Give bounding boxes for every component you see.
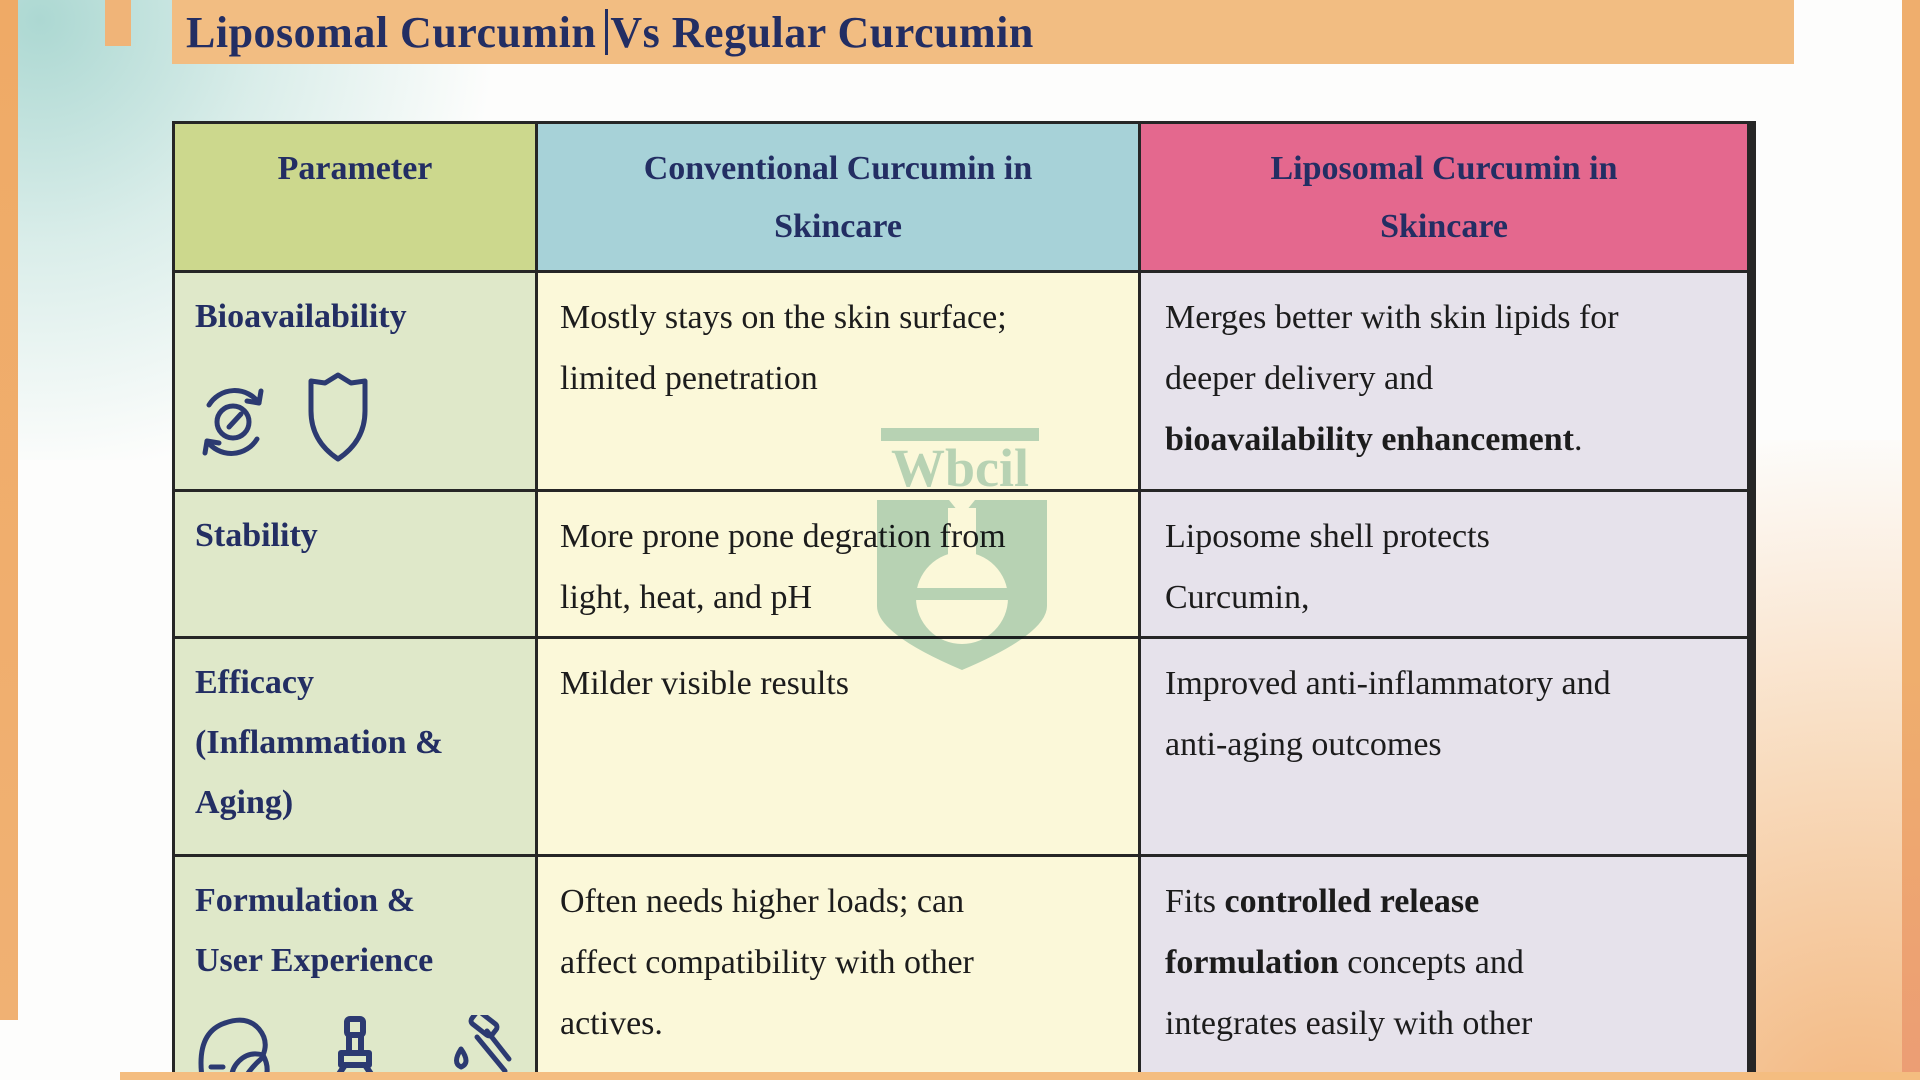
- param-cell-efficacy: Efficacy (Inflammation & Aging): [175, 639, 535, 854]
- cell-text-line: light, heat, and pH: [560, 567, 1124, 628]
- parameter-label: User Experience: [195, 941, 434, 979]
- parameter-label: Efficacy: [195, 664, 314, 701]
- face-leaf-icon: [195, 1015, 287, 1080]
- cell-text-line: bioavailability enhancement.: [1165, 409, 1733, 470]
- liposomal-cell-efficacy: Improved anti-inflammatory and anti-aging…: [1141, 639, 1747, 854]
- bold-text: controlled release: [1224, 883, 1480, 920]
- cell-text-line: limited penetration: [560, 348, 1124, 409]
- parameter-label: Bioavailability: [195, 298, 407, 335]
- cell-text-line: Often needs higher loads; can: [560, 871, 1124, 932]
- cell-text-line: Merges better with skin lipids for: [1165, 287, 1733, 348]
- text: .: [1573, 421, 1583, 459]
- right-orange-strip: [1902, 0, 1920, 1080]
- text: actives.: [560, 1005, 663, 1043]
- param-cell-bioavailability: Bioavailability: [175, 273, 535, 489]
- comparison-table: Parameter Conventional Curcumin in Skincar…: [172, 121, 1756, 1080]
- liposomal-cell-stability: Liposome shell protects Curcumin,: [1141, 492, 1747, 636]
- header-line: Liposomal Curcumin in: [1270, 150, 1618, 187]
- left-orange-strip: [0, 0, 18, 1020]
- top-left-orange-chip: [105, 0, 131, 46]
- cell-text-line: integrates easily with other: [1165, 993, 1733, 1054]
- header-line: Parameter: [277, 150, 433, 187]
- header-line: Conventional Curcumin in: [643, 150, 1033, 187]
- cell-text-line: Improved anti-inflammatory and: [1165, 653, 1733, 714]
- title-after-cursor: Vs Regular Curcumin: [610, 7, 1034, 57]
- cell-text-line: Fits controlled release: [1165, 871, 1733, 932]
- param-cell-stability: Stability: [175, 492, 535, 636]
- text: More prone pone degration from: [560, 518, 1006, 555]
- pipette-hand-icon: [423, 1014, 513, 1080]
- conventional-cell-bioavailability: Mostly stays on the skin surface; limited…: [538, 273, 1138, 489]
- liposomal-cell-bioavailability: Merges better with skin lipids for deeper…: [1141, 273, 1747, 489]
- parameter-label: Formulation &: [195, 882, 416, 919]
- text: affect compatibility with other: [560, 944, 974, 982]
- parameter-icons: [195, 1014, 521, 1080]
- text: deeper delivery and: [1165, 360, 1434, 398]
- text: Mostly stays on the skin surface;: [560, 299, 1007, 336]
- liposomal-cell-formulation-user-experience: Fits controlled release formulation conce…: [1141, 857, 1747, 1080]
- bottom-orange-bar: [120, 1072, 1920, 1080]
- text: Curcumin,: [1165, 579, 1310, 617]
- cell-text-line: deeper delivery and: [1165, 348, 1733, 409]
- conventional-cell-stability: More prone pone degration from light, hea…: [538, 492, 1138, 636]
- cell-text-line: Liposome shell protects: [1165, 506, 1733, 567]
- text: Merges better with skin lipids for: [1165, 299, 1619, 336]
- parameter-label: (Inflammation &: [195, 723, 444, 761]
- cell-text-line: actives.: [560, 993, 1124, 1054]
- header-cell-2: Liposomal Curcumin in Skincare: [1141, 124, 1747, 270]
- header-line: Skincare: [1380, 207, 1508, 245]
- text: Liposome shell protects: [1165, 518, 1490, 555]
- header-cell-0: Parameter: [175, 124, 535, 270]
- cell-text-line: Mostly stays on the skin surface;: [560, 287, 1124, 348]
- text: Fits: [1165, 883, 1225, 920]
- text: concepts and: [1338, 944, 1524, 982]
- header-cell-1: Conventional Curcumin in Skincare: [538, 124, 1138, 270]
- cell-text-line: formulation concepts and: [1165, 932, 1733, 993]
- parameter-label: Stability: [195, 517, 318, 554]
- cell-text-line: Milder visible results: [560, 653, 1124, 714]
- param-cell-formulation-user-experience: Formulation & User Experience: [175, 857, 535, 1080]
- cycle-clock-icon: [195, 381, 271, 463]
- title-before-cursor: Liposomal Curcumin: [186, 7, 597, 57]
- conventional-cell-efficacy: Milder visible results: [538, 639, 1138, 854]
- dropper-bottle-icon: [323, 1015, 387, 1080]
- bold-text: bioavailability enhancement: [1165, 421, 1574, 459]
- text: light, heat, and pH: [560, 579, 813, 617]
- text: Often needs higher loads; can: [560, 883, 965, 920]
- shield-icon: [307, 371, 369, 463]
- cell-text-line: anti-aging outcomes: [1165, 714, 1733, 775]
- text: limited penetration: [560, 360, 818, 398]
- header-line: Skincare: [774, 207, 902, 245]
- page-title: Liposomal Curcumin Vs Regular Curcumin: [172, 7, 1034, 58]
- text: Milder visible results: [560, 665, 849, 702]
- text: Improved anti-inflammatory and: [1165, 665, 1611, 702]
- parameter-label: Aging): [195, 783, 294, 821]
- text: integrates easily with other: [1165, 1005, 1533, 1043]
- conventional-cell-formulation-user-experience: Often needs higher loads; can affect comp…: [538, 857, 1138, 1080]
- cell-text-line: affect compatibility with other: [560, 932, 1124, 993]
- cell-text-line: More prone pone degration from: [560, 506, 1124, 567]
- document-title-bar[interactable]: Liposomal Curcumin Vs Regular Curcumin: [172, 0, 1794, 64]
- text-cursor: [605, 8, 609, 55]
- cell-text-line: Curcumin,: [1165, 567, 1733, 628]
- text: anti-aging outcomes: [1165, 726, 1442, 764]
- parameter-icons: [195, 371, 521, 463]
- bold-text: formulation: [1165, 944, 1339, 982]
